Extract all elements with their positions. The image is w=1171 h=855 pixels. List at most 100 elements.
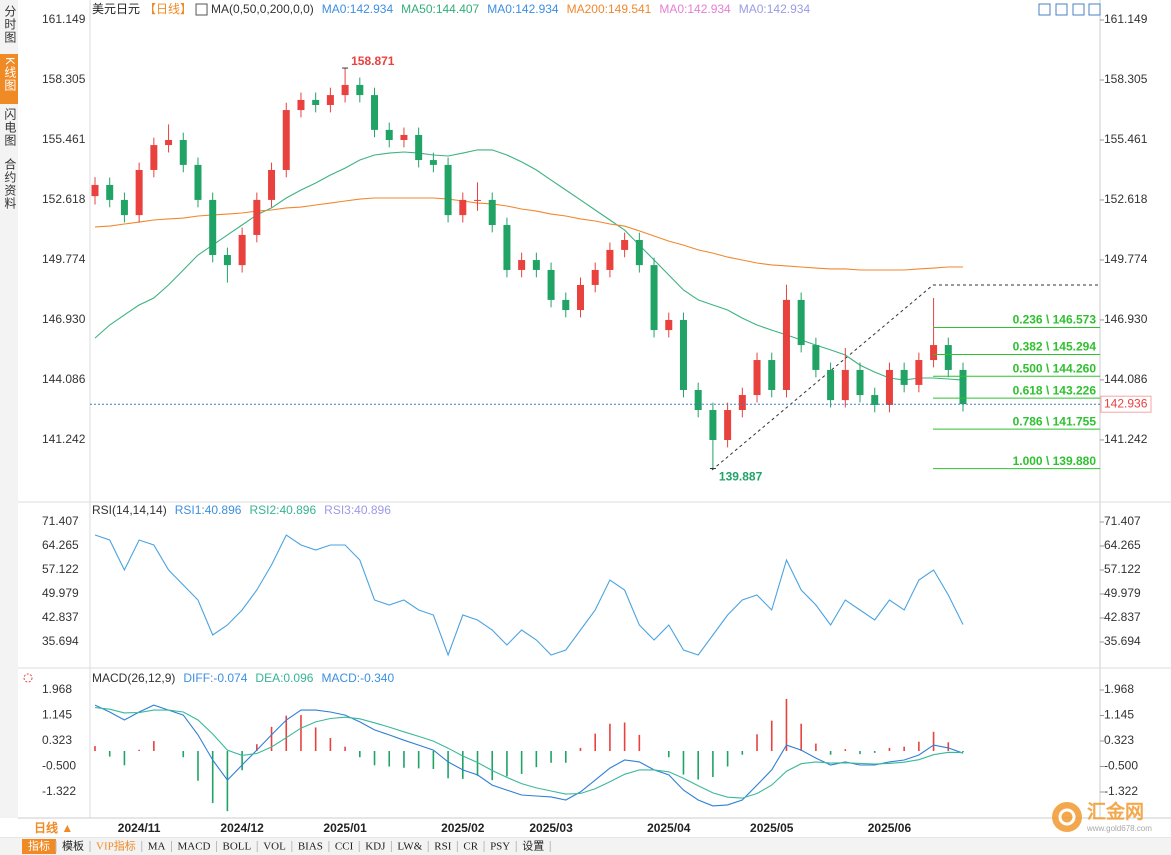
last-price-tag xyxy=(1100,395,1152,413)
toolbar-button-label: 指标 xyxy=(28,839,50,853)
legend-label: DEA:0.096 xyxy=(255,671,313,685)
y-tick-label: 71.407 xyxy=(42,514,79,528)
watermark-logo xyxy=(1052,802,1082,832)
candle-body xyxy=(326,95,334,105)
candle-body xyxy=(709,410,717,440)
candle-body xyxy=(944,345,952,370)
toolbar-button[interactable]: KDJ xyxy=(359,839,392,854)
y-tick-label: 1.968 xyxy=(42,682,72,696)
sidebar-tab[interactable]: 闪电图 xyxy=(3,108,17,147)
candle-body xyxy=(209,199,217,255)
y-tick-label: 57.122 xyxy=(42,562,79,576)
candle-body xyxy=(856,369,864,396)
legend-label: MACD(26,12,9) xyxy=(92,671,175,685)
rsi-line xyxy=(94,534,964,657)
candle-body xyxy=(179,140,187,165)
toolbar-button[interactable]: VIP指标 xyxy=(90,839,143,854)
low-label: 139.887 xyxy=(719,470,763,484)
candle-body xyxy=(312,99,320,105)
candle-body xyxy=(253,199,261,235)
x-tick-label: 2025/01 xyxy=(323,821,367,835)
settings-icon[interactable] xyxy=(23,673,33,683)
y-tick-label: 161.149 xyxy=(42,12,86,26)
x-tick-label: 2024/12 xyxy=(220,821,264,835)
toolbar-button[interactable]: VOL xyxy=(257,839,293,854)
toolbar-button[interactable]: MACD xyxy=(171,839,217,854)
candle-body xyxy=(459,199,467,216)
y-tick-label: 152.618 xyxy=(42,192,86,206)
watermark-logo xyxy=(1058,808,1076,826)
high-label: 158.871 xyxy=(351,54,395,68)
toolbar-button[interactable]: 设置 xyxy=(516,839,551,854)
candle-body xyxy=(503,225,511,270)
candle-body xyxy=(679,319,687,390)
candle-body xyxy=(106,184,114,200)
candle-body xyxy=(415,134,423,161)
toolbar-button[interactable]: PSY xyxy=(484,839,517,854)
toolbar-button[interactable]: BOLL xyxy=(216,839,258,854)
toolbar-button-label: 模板 xyxy=(62,839,84,853)
legend-label: 【日线】 xyxy=(144,2,192,16)
icon[interactable] xyxy=(1072,3,1085,16)
icon[interactable] xyxy=(1038,3,1051,16)
fib-label: 0.786 \ 141.755 xyxy=(1013,414,1097,428)
y-tick-label: 35.694 xyxy=(1104,634,1141,648)
toolbar-button[interactable]: CR xyxy=(457,839,485,854)
icon[interactable] xyxy=(1088,3,1101,16)
candle-body xyxy=(400,134,408,141)
toolbar-button[interactable]: CCI xyxy=(329,839,360,854)
y-tick-label: 149.774 xyxy=(42,252,86,266)
diff-line xyxy=(94,704,964,807)
y-tick-label: 1.145 xyxy=(1104,708,1134,722)
period-selector[interactable]: 日线 ▲ xyxy=(34,820,73,835)
icon[interactable] xyxy=(1055,3,1068,16)
fib-label: 0.500 \ 144.260 xyxy=(1013,361,1097,375)
toolbar-icons xyxy=(1038,3,1101,16)
toolbar-bar xyxy=(0,838,1171,855)
candle-body xyxy=(268,169,276,200)
y-tick-label: 161.149 xyxy=(1104,12,1148,26)
y-tick-label: 64.265 xyxy=(42,538,79,552)
toolbar-button[interactable]: LW& xyxy=(391,839,429,854)
sidebar-tab[interactable]: 分时图 xyxy=(3,5,17,44)
y-tick-label: 57.122 xyxy=(1104,562,1141,576)
toolbar-button-label: CR xyxy=(463,841,478,853)
candle-body xyxy=(429,160,437,165)
candle-body xyxy=(635,240,643,266)
candle-body xyxy=(297,99,305,111)
toolbar-button[interactable]: 模板 xyxy=(56,839,91,854)
legend-label: RSI2:40.896 xyxy=(249,503,316,517)
y-tick-label: 146.930 xyxy=(1104,312,1148,326)
sidebar-tab[interactable]: 合约资料 xyxy=(3,157,17,210)
candle-body xyxy=(238,234,246,266)
toolbar-button[interactable]: BIAS xyxy=(292,839,330,854)
candle-body xyxy=(282,110,290,170)
watermark: 汇金网 www.gold678.com xyxy=(1052,800,1152,833)
legend-label: 美元日元 xyxy=(92,2,140,16)
toolbar-button-label: KDJ xyxy=(365,841,386,853)
toolbar-button-label: 设置 xyxy=(522,840,544,853)
candle-body xyxy=(606,249,614,270)
toolbar-button[interactable]: 指标 xyxy=(22,839,57,854)
candle-body xyxy=(797,299,805,346)
candle-body xyxy=(488,199,496,226)
sidebar-tab[interactable]: K线图 xyxy=(3,57,17,92)
sidebar xyxy=(0,0,18,818)
candle-body xyxy=(165,140,173,146)
candle-body xyxy=(650,265,658,331)
y-tick-label: 152.618 xyxy=(1104,192,1148,206)
candle-body xyxy=(724,410,732,440)
y-tick-label: 0.323 xyxy=(42,733,72,747)
y-tick-label: 42.837 xyxy=(42,610,79,624)
y-tick-label: 1.968 xyxy=(1104,682,1134,696)
legend-label: MA(0,50,0,200,0,0) xyxy=(211,2,314,16)
candle-body xyxy=(753,360,761,396)
y-tick-label: 141.242 xyxy=(1104,432,1148,446)
y-tick-label: -0.500 xyxy=(42,759,76,773)
watermark-brand: 汇金网 xyxy=(1087,800,1144,823)
toolbar-button-label: MACD xyxy=(177,841,210,853)
toolbar-button[interactable]: MA xyxy=(142,839,172,854)
fib-trend-line xyxy=(711,284,934,471)
toolbar-button[interactable]: RSI xyxy=(428,839,458,854)
